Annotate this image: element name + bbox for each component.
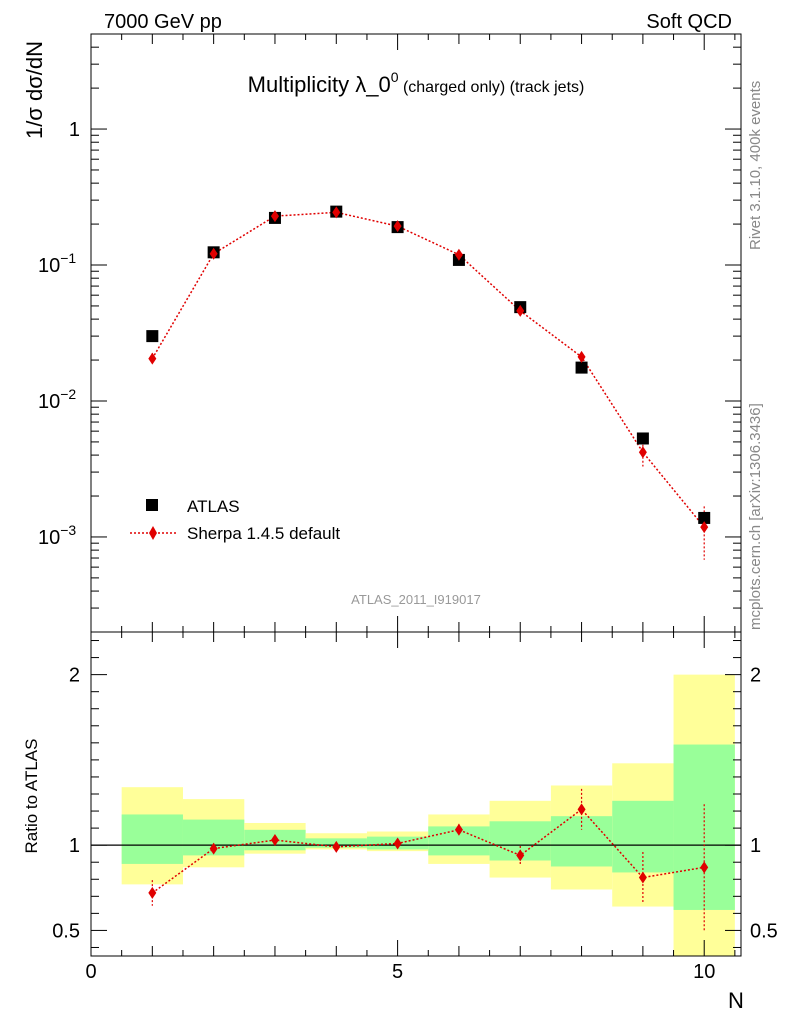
- ratio-y-tick-labels: 0.5 0.5 1 1 2 2: [52, 665, 778, 943]
- band-inner: [550, 816, 613, 867]
- main-y-tick-label: 10−1: [38, 250, 76, 277]
- x-tick-label: 5: [392, 961, 403, 983]
- ratio-point: [577, 803, 586, 816]
- ratio-point: [393, 837, 402, 850]
- main-y-tick-label: 1: [69, 119, 80, 141]
- mc-point: [148, 352, 157, 365]
- atlas-point: [575, 361, 588, 374]
- ratio-point: [638, 871, 647, 884]
- ratio-point: [516, 849, 525, 862]
- atlas-point: [636, 432, 649, 445]
- ratio-bands: [121, 674, 735, 956]
- legend-marker-sherpa: [149, 526, 157, 540]
- title-subtitle: (charged only) (track jets): [399, 79, 585, 96]
- rivet-label: Rivet 3.1.10, 400k events: [747, 81, 764, 250]
- ratio-frame: [90, 631, 742, 957]
- data-points: [146, 205, 711, 524]
- energy-label: 7000 GeV pp: [104, 11, 222, 33]
- ratio-y-tick-label-left: 2: [69, 665, 80, 687]
- mc-point: [516, 304, 525, 317]
- analysis-ref: ATLAS_2011_I919017: [351, 592, 481, 607]
- ratio-point: [332, 840, 341, 853]
- ratio-y-tick-label-left: 1: [69, 835, 80, 857]
- ratio-point: [700, 861, 709, 874]
- ratio-point: [209, 842, 218, 855]
- mc-point: [638, 446, 647, 459]
- main-y-tick-labels: 1 10−1 10−2 10−3: [38, 119, 80, 549]
- ratio-y-label: Ratio to ATLAS: [22, 739, 41, 854]
- mc-point: [700, 521, 709, 534]
- chart-title: Multiplicity λ_00 (charged only) (track …: [248, 69, 585, 97]
- mc-point: [393, 220, 402, 233]
- process-label: Soft QCD: [646, 11, 732, 33]
- ratio-y-tick-label-left: 0.5: [52, 920, 80, 942]
- x-tick-label: 0: [85, 961, 96, 983]
- ratio-points: [148, 803, 709, 899]
- main-y-label: 1/σ dσ/dN: [22, 41, 47, 139]
- ratio-y-tick-label-right: 1: [750, 835, 761, 857]
- legend: ATLAS Sherpa 1.4.5 default: [130, 497, 340, 543]
- mc-point: [270, 210, 279, 223]
- legend-marker-atlas: [146, 499, 158, 511]
- title-main: Multiplicity λ_0: [248, 72, 391, 97]
- mc-point: [577, 350, 586, 363]
- legend-label-atlas: ATLAS: [187, 497, 240, 516]
- band-inner: [121, 814, 183, 864]
- x-axis-label: N: [728, 988, 744, 1013]
- atlas-point: [146, 330, 159, 343]
- main-y-tick-label: 10−2: [38, 386, 76, 413]
- mc-point: [332, 206, 341, 219]
- atlas-point: [698, 511, 711, 524]
- ratio-point: [270, 834, 279, 847]
- ratio-point: [148, 886, 157, 899]
- ratio-panel: 0.5 0.5 1 1 2 2 0 5 10: [52, 631, 778, 983]
- mc-points: [148, 206, 709, 534]
- main-panel: 1 10−1 10−2 10−3: [38, 33, 742, 633]
- mc-point: [454, 248, 463, 261]
- source-label: mcplots.cern.ch [arXiv:1306.3436]: [747, 403, 764, 630]
- mc-point: [209, 247, 218, 260]
- x-tick-label: 10: [693, 961, 715, 983]
- ratio-y-tick-label-right: 2: [750, 665, 761, 687]
- x-tick-labels: 0 5 10: [85, 961, 715, 983]
- ratio-series-line: [151, 808, 705, 894]
- legend-label-sherpa: Sherpa 1.4.5 default: [187, 524, 340, 543]
- ratio-point: [454, 823, 463, 836]
- main-ticks: [90, 33, 741, 633]
- main-y-tick-label: 10−3: [38, 522, 76, 549]
- title-superscript: 0: [391, 69, 399, 85]
- mc-series-line: [151, 211, 705, 528]
- band-inner: [673, 744, 735, 910]
- ratio-y-tick-label-right: 0.5: [750, 920, 778, 942]
